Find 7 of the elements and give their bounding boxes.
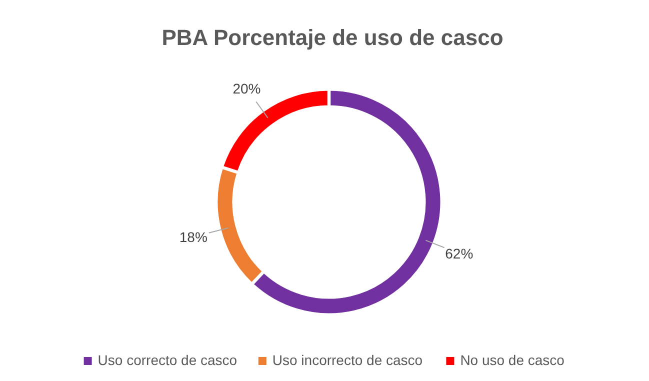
legend-label: Uso correcto de casco — [98, 352, 238, 368]
data-label: 62% — [445, 246, 474, 262]
legend-label: No uso de casco — [460, 352, 565, 368]
data-label: 18% — [179, 228, 208, 245]
chart-title: PBA Porcentaje de uso de casco — [162, 25, 504, 50]
legend-label: Uso incorrecto de casco — [272, 352, 423, 368]
data-label: 20% — [232, 80, 261, 97]
